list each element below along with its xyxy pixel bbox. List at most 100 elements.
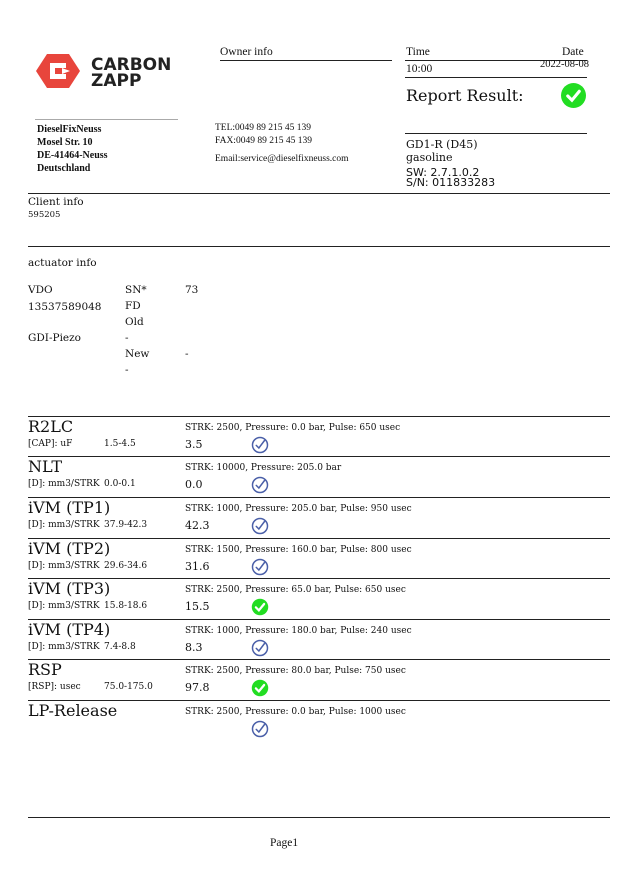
divider: [405, 133, 587, 134]
test-range: 15.8-18.6: [104, 601, 148, 611]
check-circle-icon: [251, 436, 269, 454]
logo-text-line1: CARBON: [91, 55, 172, 75]
actuator-sn-value: 73: [185, 284, 199, 296]
test-range: 75.0-175.0: [104, 682, 153, 692]
test-unit: [D]: mm3/STRK: [28, 561, 100, 571]
actuator-number: 13537589048: [28, 301, 102, 313]
check-pass-icon: [251, 679, 269, 697]
test-value: 3.5: [185, 438, 203, 451]
actuator-type: GDI-Piezo: [28, 332, 81, 344]
company-address: DieselFixNeuss Mosel Str. 10 DE-41464-Ne…: [37, 123, 108, 175]
test-unit: [D]: mm3/STRK: [28, 479, 100, 489]
check-circle-icon: [251, 517, 269, 535]
actuator-new: New: [125, 348, 150, 360]
test-range: 1.5-4.5: [104, 439, 136, 449]
device-sw: SW: 2.7.1.0.2: [406, 166, 480, 179]
owner-info-label: Owner info: [220, 46, 273, 58]
divider: [28, 817, 610, 818]
test-range: 7.4-8.8: [104, 642, 136, 652]
carbonzapp-logo-icon: [36, 54, 80, 88]
check-circle-icon: [251, 720, 269, 738]
client-info-label: Client info: [28, 196, 84, 208]
page-number: Page1: [270, 837, 299, 849]
divider: [220, 60, 392, 61]
test-params: STRK: 2500, Pressure: 0.0 bar, Pulse: 65…: [185, 423, 401, 433]
time-value: 10:00: [406, 63, 433, 75]
actuator-info-label: actuator info: [28, 257, 97, 269]
device-sn: S/N: 011833283: [406, 176, 496, 189]
check-circle-icon: [251, 476, 269, 494]
test-value: 42.3: [185, 519, 210, 532]
test-params: STRK: 1000, Pressure: 205.0 bar, Pulse: …: [185, 504, 412, 514]
test-title: NLT: [28, 457, 62, 476]
actuator-old: Old: [125, 316, 144, 328]
company-city: DE-41464-Neuss: [37, 150, 108, 161]
test-title: iVM (TP2): [28, 539, 111, 558]
test-range: 37.9-42.3: [104, 520, 148, 530]
actuator-dash: -: [125, 364, 129, 376]
test-unit: [CAP]: uF: [28, 439, 73, 449]
divider: [28, 193, 610, 194]
report-result-label: Report Result:: [406, 86, 524, 105]
test-row: R2LC STRK: 2500, Pressure: 0.0 bar, Pulse…: [28, 416, 610, 457]
date-label: Date: [562, 46, 584, 58]
test-params: STRK: 1500, Pressure: 160.0 bar, Pulse: …: [185, 545, 412, 555]
test-value: 8.3: [185, 641, 203, 654]
test-row: iVM (TP2) STRK: 1500, Pressure: 160.0 bar…: [28, 538, 610, 579]
test-unit: [RSP]: usec: [28, 682, 81, 692]
test-range: 0.0-0.1: [104, 479, 136, 489]
test-range: 29.6-34.6: [104, 561, 148, 571]
company-country: Deutschland: [37, 163, 91, 174]
test-title: LP-Release: [28, 701, 118, 720]
time-label: Time: [406, 46, 430, 58]
check-circle-icon: [251, 639, 269, 657]
test-title: R2LC: [28, 417, 74, 436]
test-row: LP-Release STRK: 2500, Pressure: 0.0 bar,…: [28, 700, 610, 741]
company-street: Mosel Str. 10: [37, 137, 93, 148]
owner-tel: TEL:0049 89 215 45 139: [215, 123, 312, 133]
test-value: 0.0: [185, 478, 203, 491]
company-name: DieselFixNeuss: [37, 124, 102, 135]
test-unit: [D]: mm3/STRK: [28, 642, 100, 652]
test-title: iVM (TP3): [28, 579, 111, 598]
test-row: RSP STRK: 2500, Pressure: 80.0 bar, Pulse…: [28, 659, 610, 700]
test-title: RSP: [28, 660, 62, 679]
logo-text-line2: ZAPP: [91, 71, 142, 91]
test-value: 97.8: [185, 681, 210, 694]
actuator-dash: -: [125, 332, 129, 344]
test-title: iVM (TP4): [28, 620, 111, 639]
check-circle-icon: [251, 558, 269, 576]
actuator-brand: VDO: [28, 284, 53, 296]
date-value: 2022-08-08: [540, 59, 589, 70]
test-row: iVM (TP4) STRK: 1000, Pressure: 180.0 bar…: [28, 619, 610, 660]
test-params: STRK: 2500, Pressure: 65.0 bar, Pulse: 6…: [185, 585, 406, 595]
device-fuel: gasoline: [406, 150, 453, 164]
test-params: STRK: 2500, Pressure: 80.0 bar, Pulse: 7…: [185, 666, 406, 676]
owner-email: Email:service@dieselfixneuss.com: [215, 154, 349, 164]
test-unit: [D]: mm3/STRK: [28, 520, 100, 530]
test-params: STRK: 1000, Pressure: 180.0 bar, Pulse: …: [185, 626, 412, 636]
device-versions: SW: 2.7.1.0.2 S/N: 011833283: [406, 166, 496, 189]
actuator-dash: -: [185, 348, 189, 360]
divider: [405, 77, 587, 78]
test-unit: [D]: mm3/STRK: [28, 601, 100, 611]
owner-fax: FAX:0049 89 215 45 139: [215, 136, 312, 146]
divider: [35, 119, 178, 120]
device-model: GD1-R (D45): [406, 138, 478, 151]
test-title: iVM (TP1): [28, 498, 111, 517]
client-id: 595205: [28, 210, 61, 220]
divider: [28, 246, 610, 247]
test-params: STRK: 10000, Pressure: 205.0 bar: [185, 463, 342, 473]
result-pass-icon: [561, 83, 586, 108]
test-row: NLT STRK: 10000, Pressure: 205.0 bar [D]: …: [28, 456, 610, 497]
test-value: 15.5: [185, 600, 210, 613]
test-params: STRK: 2500, Pressure: 0.0 bar, Pulse: 10…: [185, 707, 406, 717]
check-pass-icon: [251, 598, 269, 616]
actuator-sn-label: SN*: [125, 284, 147, 296]
actuator-fd: FD: [125, 300, 141, 312]
divider: [405, 60, 587, 61]
test-row: iVM (TP1) STRK: 1000, Pressure: 205.0 bar…: [28, 497, 610, 538]
test-row: iVM (TP3) STRK: 2500, Pressure: 65.0 bar,…: [28, 578, 610, 619]
test-value: 31.6: [185, 560, 210, 573]
